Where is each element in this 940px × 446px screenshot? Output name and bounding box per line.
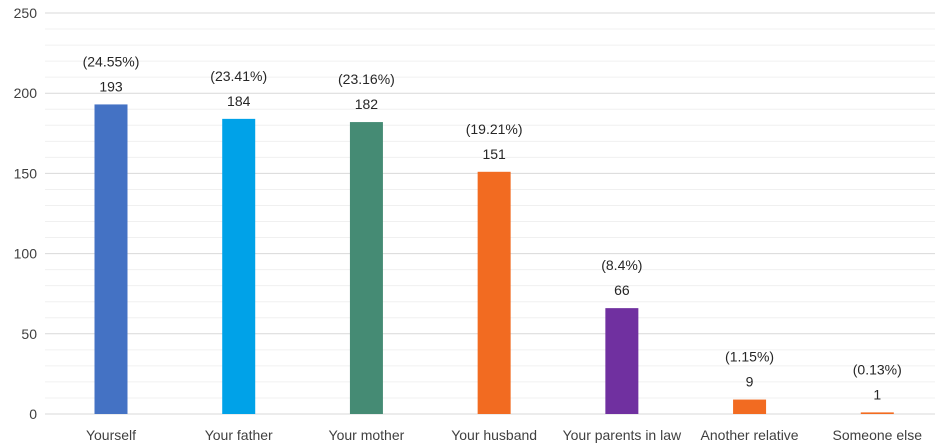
percent-label: (1.15%) — [725, 349, 774, 365]
bar — [478, 172, 511, 414]
percent-label: (23.16%) — [338, 71, 395, 87]
bar — [222, 119, 255, 414]
x-category-label: Another relative — [701, 427, 799, 443]
bar — [733, 400, 766, 414]
y-axis-ticks: 0 50 100 150 200 250 — [14, 5, 38, 422]
x-axis-categories: Yourself Your father Your mother Your husba… — [86, 427, 922, 443]
y-tick-label: 200 — [14, 85, 38, 101]
x-category-label: Your father — [205, 427, 273, 443]
x-category-label: Your mother — [329, 427, 405, 443]
x-category-label: Someone else — [833, 427, 923, 443]
value-label: 193 — [99, 78, 123, 94]
value-label: 182 — [355, 96, 379, 112]
percent-label: (19.21%) — [466, 121, 523, 137]
value-label: 9 — [746, 374, 754, 390]
y-tick-label: 250 — [14, 5, 38, 21]
bar — [861, 412, 894, 414]
y-tick-label: 0 — [29, 406, 37, 422]
bar — [350, 122, 383, 414]
x-category-label: Your husband — [451, 427, 537, 443]
y-tick-label: 50 — [21, 326, 37, 342]
percent-label: (0.13%) — [853, 361, 902, 377]
x-category-label: Yourself — [86, 427, 136, 443]
percent-label: (24.55%) — [83, 53, 140, 69]
value-label: 184 — [227, 93, 251, 109]
x-category-label: Your parents in law — [563, 427, 682, 443]
y-tick-label: 100 — [14, 246, 38, 262]
bar — [95, 104, 128, 414]
value-label: 1 — [873, 386, 881, 402]
percent-label: (8.4%) — [601, 257, 642, 273]
value-label: 151 — [482, 146, 506, 162]
value-label: 66 — [614, 282, 630, 298]
bar — [605, 308, 638, 414]
y-tick-label: 150 — [14, 165, 38, 181]
percent-label: (23.41%) — [210, 68, 267, 84]
